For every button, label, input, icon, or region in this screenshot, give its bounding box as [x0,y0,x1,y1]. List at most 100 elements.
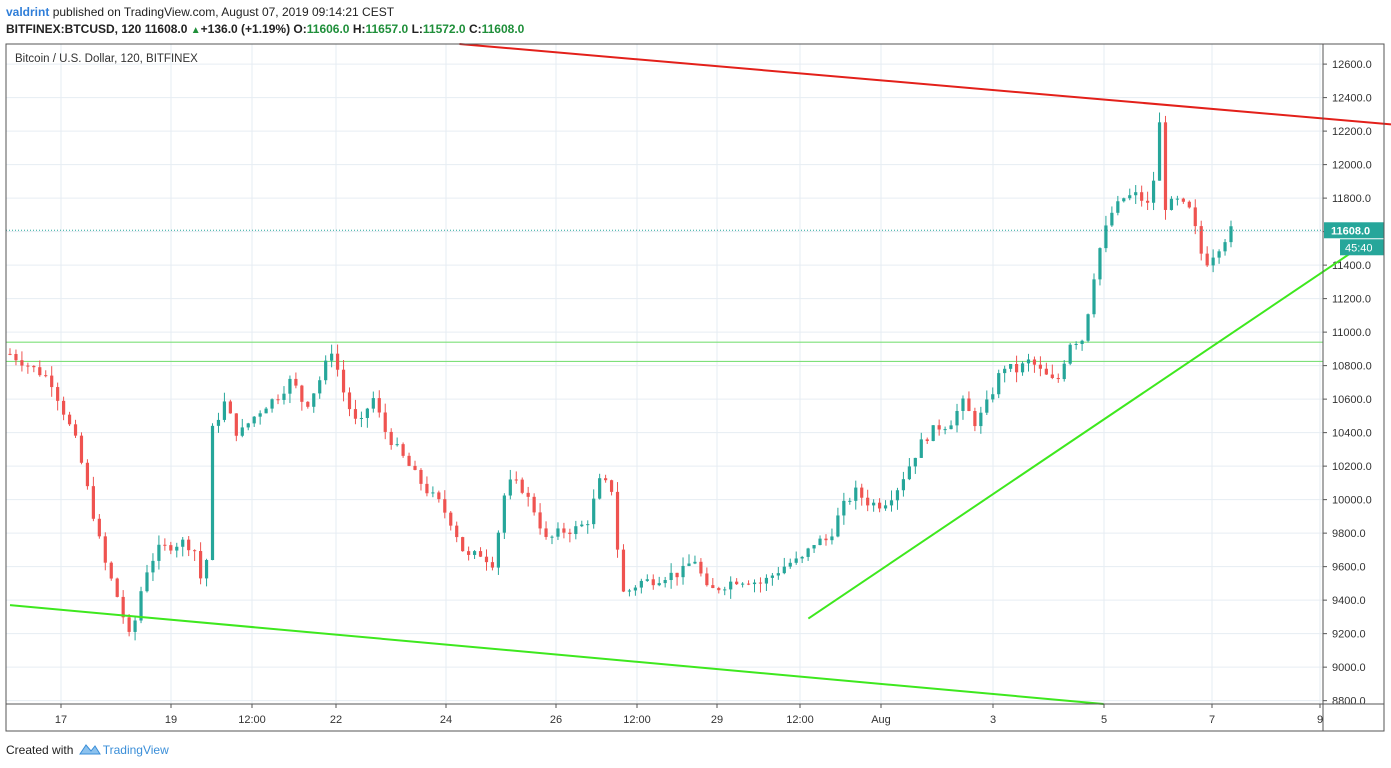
candle-body [532,496,536,513]
candle-body [1104,225,1108,249]
candle-body [288,378,292,394]
candle-body [270,399,274,409]
candle-body [758,582,763,584]
candle-body [32,365,36,368]
candle-body [776,573,780,576]
candle-body [44,375,48,377]
author-name[interactable]: valdrint [6,5,50,19]
candle-body [163,544,167,546]
y-tick-label: 12400.0 [1332,93,1372,105]
candle-body [1122,198,1126,202]
low-label: L: [411,22,423,36]
y-tick-label: 10000.0 [1332,495,1372,507]
candle-body [193,550,197,552]
x-tick-label: 19 [165,714,177,726]
candle-body [115,578,119,597]
candle-body [472,551,477,555]
high-value: 11657.0 [365,22,409,36]
candle-body [484,556,489,563]
candle-body [1193,207,1197,227]
x-tick-label: 5 [1101,714,1107,726]
candle-body [663,580,667,584]
candle-body [854,487,858,501]
last-price-tag [1324,222,1384,239]
publish-info: valdrint published on TradingView.com, A… [6,4,394,20]
candle-body [937,425,941,430]
candle-body [860,487,864,498]
candle-body [723,589,727,591]
x-tick-label: 12:00 [786,714,814,726]
candle-body [848,500,852,502]
candle-body [901,479,906,491]
last-price-tag-label: 11608.0 [1331,225,1370,237]
candle-body [109,562,113,579]
candle-body [741,583,745,585]
candle-body [1020,363,1025,373]
candle-body [1187,201,1191,208]
candle-body [866,497,870,506]
candle-body [895,490,900,501]
candle-body [198,551,203,579]
candle-body [353,409,358,419]
x-tick-label: 9 [1317,714,1323,726]
candle-body [699,561,703,574]
tradingview-logo-icon[interactable] [78,742,101,760]
candle-body [955,410,959,426]
candle-body [1032,359,1037,365]
candle-body [312,393,316,407]
candle-body [204,560,209,579]
x-tick-label: 22 [330,714,342,726]
candle-body [991,394,995,400]
candle-body [1026,359,1031,364]
candle-body [222,401,227,420]
y-tick-label: 11200.0 [1332,294,1371,306]
candle-body [693,561,697,564]
candle-body [544,528,548,537]
y-tick-label: 9200.0 [1332,629,1366,641]
candle-body [651,579,655,586]
x-tick-label: 17 [55,714,67,726]
candle-body [461,537,465,552]
candle-body [824,538,828,541]
y-tick-label: 11800.0 [1332,193,1371,205]
y-tick-label: 9400.0 [1332,595,1366,607]
candle-body [50,375,54,388]
candle-body [919,439,923,458]
candle-body [1151,180,1156,203]
candle-body [1068,344,1072,364]
candle-body [1199,226,1203,254]
candle-body [133,620,137,632]
candle-body [657,583,661,586]
candle-body [1038,364,1043,369]
candle-body [91,486,95,519]
candle-body [437,492,441,500]
candle-body [330,353,334,361]
candle-body [794,558,798,563]
series-title: Bitcoin / U.S. Dollar, 120, BITFINEX [15,53,198,65]
candle-body [294,378,298,386]
tradingview-brand[interactable]: TradingView [102,743,169,758]
candle-body [711,585,715,589]
candle-body [812,545,816,549]
candle-body [431,492,435,494]
candle-body [598,478,602,499]
candle-body [562,528,566,533]
candle-body [347,392,352,410]
candle-body [210,425,215,561]
candle-body [443,499,447,513]
candle-body [85,462,90,487]
candle-body [514,479,518,481]
candle-body [639,580,643,588]
candle-body [14,353,18,361]
candle-body [526,492,530,497]
candle-body [478,551,483,557]
candle-body [73,424,78,436]
y-tick-label: 10400.0 [1332,428,1372,440]
candle-body [389,431,393,446]
candle-body [770,575,774,578]
candle-body [467,551,471,555]
candle-body [365,408,369,418]
x-tick-label: 26 [550,714,562,726]
y-tick-label: 12000.0 [1332,160,1372,172]
